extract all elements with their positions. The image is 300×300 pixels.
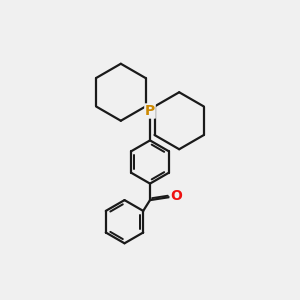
Text: P: P xyxy=(145,104,155,118)
Text: O: O xyxy=(170,190,182,203)
